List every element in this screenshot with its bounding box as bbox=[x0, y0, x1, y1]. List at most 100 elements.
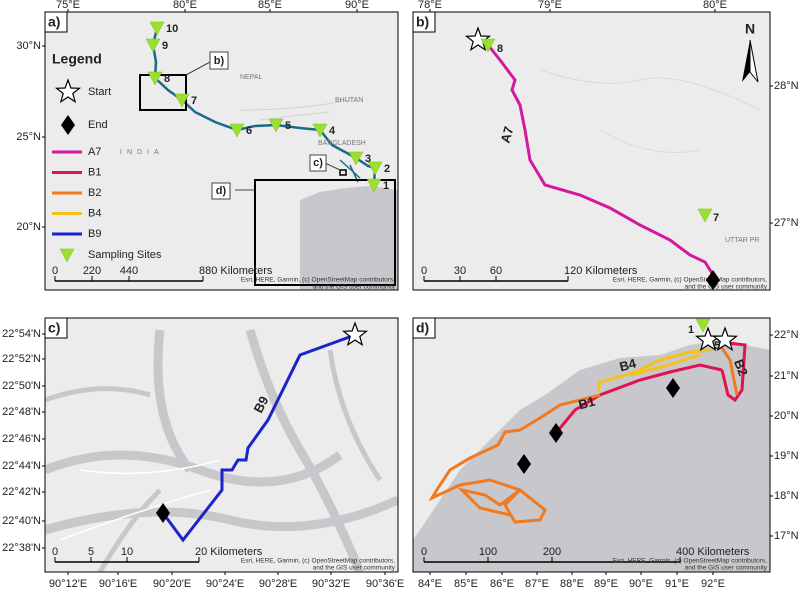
label: 20°N bbox=[774, 410, 799, 422]
label: 120 Kilometers bbox=[564, 265, 638, 277]
label: 90°E bbox=[345, 0, 369, 11]
label: 440 bbox=[120, 265, 138, 277]
label: 10 bbox=[166, 23, 178, 35]
panel-letter-box bbox=[412, 317, 436, 339]
site-marker bbox=[697, 208, 713, 223]
label: B9 bbox=[88, 228, 101, 240]
label: B4 bbox=[88, 207, 101, 219]
label: 90°20'E bbox=[153, 578, 191, 590]
label: d) bbox=[216, 185, 227, 197]
label: 90°E bbox=[629, 578, 653, 590]
panel-letter-box bbox=[44, 317, 68, 339]
label: 220 bbox=[83, 265, 101, 277]
label: 22°38'N bbox=[2, 542, 41, 554]
label: b) bbox=[214, 55, 225, 67]
site-marker bbox=[695, 318, 711, 333]
panel-letter-box bbox=[44, 11, 68, 33]
label: INDIA bbox=[120, 149, 164, 156]
label: 79°E bbox=[538, 0, 562, 11]
panel-frame bbox=[44, 317, 399, 573]
label: 8 bbox=[497, 43, 503, 55]
label: 17°N bbox=[774, 530, 799, 542]
label: 22°52'N bbox=[2, 353, 41, 365]
label: 22°54'N bbox=[2, 328, 41, 340]
label: 5 bbox=[88, 546, 94, 558]
panel-frame bbox=[412, 317, 771, 573]
site-marker bbox=[147, 71, 163, 86]
label: B9 bbox=[251, 394, 272, 416]
label: 80°E bbox=[703, 0, 727, 11]
label: BANGLADESH bbox=[318, 140, 366, 147]
label: 90°32'E bbox=[312, 578, 350, 590]
label: 5 bbox=[714, 340, 720, 352]
label: 22°46'N bbox=[2, 433, 41, 445]
label: 92°E bbox=[701, 578, 725, 590]
site-marker bbox=[174, 93, 190, 108]
label: 60 bbox=[490, 265, 502, 277]
label: 25°N bbox=[16, 131, 41, 143]
label: 30 bbox=[454, 265, 466, 277]
label: 80°E bbox=[173, 0, 197, 11]
label: Esri, HERE, Garmin, (c) OpenStreetMap co… bbox=[241, 277, 395, 284]
label: and the GIS user community bbox=[685, 565, 768, 572]
label: 2 bbox=[384, 163, 390, 175]
label: 200 bbox=[543, 546, 561, 558]
label: 22°48'N bbox=[2, 406, 41, 418]
start-marker bbox=[711, 326, 739, 352]
label: B2 bbox=[731, 357, 751, 378]
panel-d-map bbox=[413, 318, 770, 572]
label: 75°E bbox=[56, 0, 80, 11]
label: 90°28'E bbox=[259, 578, 297, 590]
label: 22°N bbox=[774, 329, 799, 341]
label: 19°N bbox=[774, 450, 799, 462]
site-marker bbox=[268, 118, 284, 133]
label: B4 bbox=[618, 355, 639, 374]
label: 7 bbox=[191, 95, 197, 107]
label: 0 bbox=[52, 546, 58, 558]
label: and the GIS user community bbox=[685, 284, 768, 291]
label: B2 bbox=[88, 187, 101, 199]
label: 8 bbox=[164, 73, 170, 85]
end-marker bbox=[706, 270, 720, 290]
label: 9 bbox=[162, 40, 168, 52]
label: 10 bbox=[121, 546, 133, 558]
site-marker bbox=[149, 21, 165, 36]
label: 1 bbox=[383, 180, 389, 192]
label: Esri, HERE, Garmin, (c) OpenStreetMap co… bbox=[613, 277, 767, 284]
panel-frame bbox=[412, 11, 771, 291]
label: NEPAL bbox=[240, 74, 263, 81]
site-marker bbox=[367, 161, 383, 176]
end-marker bbox=[666, 378, 680, 398]
site-marker bbox=[59, 248, 75, 263]
label: Esri, HERE, Garmin, (c) OpenStreetMap co… bbox=[241, 558, 395, 565]
panel-frame bbox=[44, 11, 399, 291]
label: 87°E bbox=[525, 578, 549, 590]
label: c) bbox=[48, 320, 60, 336]
label: BHUTAN bbox=[335, 97, 363, 104]
label: B1 bbox=[88, 166, 101, 178]
label: 90°16'E bbox=[99, 578, 137, 590]
label: 84°E bbox=[418, 578, 442, 590]
label: 85°E bbox=[454, 578, 478, 590]
label: 20 Kilometers bbox=[195, 546, 263, 558]
label: b) bbox=[416, 14, 429, 30]
label: 88°E bbox=[560, 578, 584, 590]
label: 4 bbox=[329, 125, 336, 137]
label: 28°N bbox=[774, 80, 799, 92]
label: 0 bbox=[421, 265, 427, 277]
label: 91°E bbox=[665, 578, 689, 590]
label: 22°44'N bbox=[2, 460, 41, 472]
end-marker bbox=[549, 423, 563, 443]
label: Esri, HERE, Garmin, (c) OpenStreetMap co… bbox=[613, 558, 767, 565]
site-marker bbox=[312, 123, 328, 138]
label: 78°E bbox=[418, 0, 442, 11]
start-marker bbox=[54, 78, 82, 104]
label: 6 bbox=[246, 125, 252, 137]
label: UTTAR PR bbox=[725, 237, 759, 244]
end-marker bbox=[61, 115, 75, 135]
label: 22°50'N bbox=[2, 380, 41, 392]
label: 1 bbox=[688, 324, 694, 336]
label: 90°24'E bbox=[206, 578, 244, 590]
end-marker bbox=[156, 503, 170, 523]
